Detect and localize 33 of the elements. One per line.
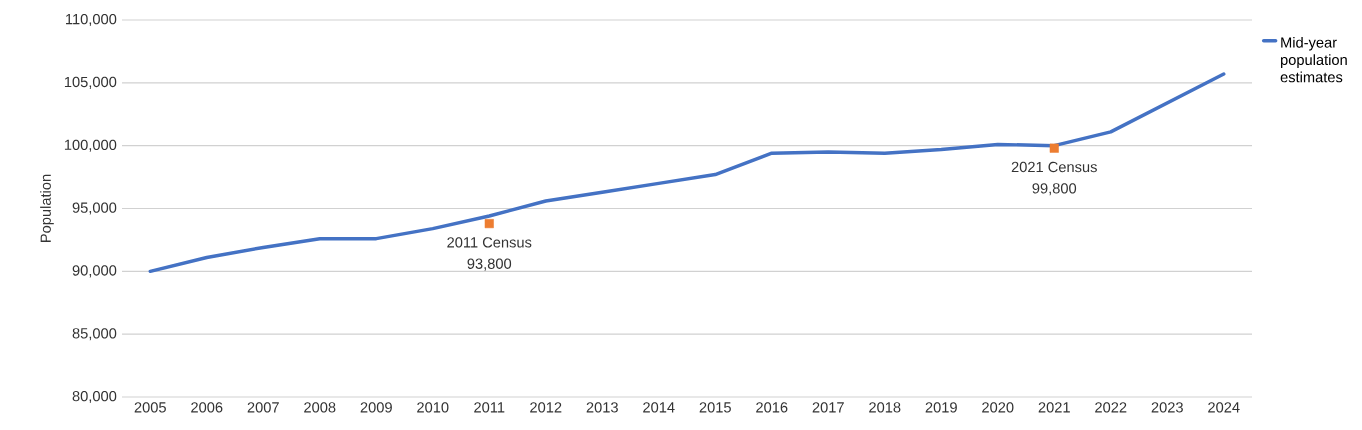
x-tick-label: 2010 [417, 402, 449, 413]
x-tick-label: 2022 [1095, 402, 1127, 413]
x-tick-label: 2008 [304, 402, 336, 413]
x-tick-label: 2005 [134, 402, 166, 413]
x-tick-label: 2009 [360, 402, 392, 413]
x-tick-label: 2012 [530, 402, 562, 413]
x-tick-label: 2006 [191, 402, 223, 413]
y-tick-label: 80,000 [72, 390, 117, 404]
legend-label: Mid-year population estimates [1280, 36, 1347, 83]
x-tick-label: 2017 [812, 402, 844, 413]
annotation: 2011 Census [447, 237, 532, 248]
x-tick-label: 2020 [982, 402, 1014, 413]
y-tick-label: 100,000 [64, 139, 117, 152]
x-tick-label: 2018 [869, 402, 901, 413]
annotation: 2021 Census [1011, 161, 1097, 173]
x-tick-label: 2016 [756, 402, 788, 413]
y-tick-label: 110,000 [66, 13, 117, 27]
x-tick-label: 2011 [474, 402, 505, 413]
y-axis-title: Population [40, 174, 54, 242]
x-tick-label: 2013 [586, 402, 618, 413]
x-tick-label: 2023 [1151, 402, 1183, 413]
x-tick-label: 2024 [1208, 402, 1240, 413]
y-tick-label: 95,000 [72, 202, 117, 215]
y-tick-label: 105,000 [64, 76, 117, 89]
y-tick-label: 85,000 [72, 328, 117, 341]
data-label: 99,800 [1032, 183, 1077, 196]
x-tick-label: 2019 [925, 402, 957, 413]
x-tick-label: 2007 [247, 402, 279, 413]
x-tick-label: 2015 [699, 402, 731, 413]
x-tick-label: 2021 [1038, 402, 1070, 413]
y-tick-label: 90,000 [72, 265, 117, 278]
data-label: 93,800 [467, 258, 512, 271]
x-tick-label: 2014 [643, 402, 675, 413]
